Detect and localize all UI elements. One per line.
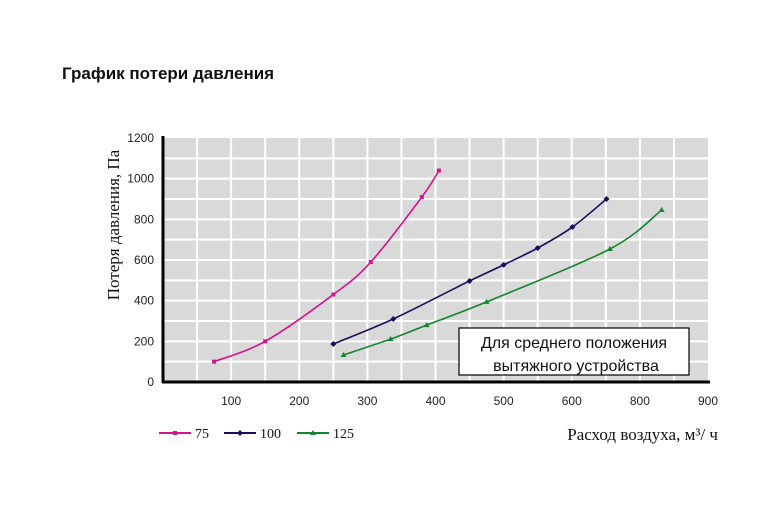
annotation-line-2: вытяжного устройства bbox=[493, 358, 659, 375]
legend-label: 75 bbox=[195, 427, 209, 442]
y-tick-label: 200 bbox=[134, 334, 154, 348]
x-tick-label: 200 bbox=[289, 394, 309, 408]
data-point bbox=[368, 260, 373, 265]
data-point bbox=[173, 431, 177, 435]
data-point bbox=[419, 194, 424, 199]
data-point bbox=[263, 339, 268, 344]
data-point bbox=[569, 224, 576, 231]
chart-title: График потери давления bbox=[62, 64, 275, 83]
data-point bbox=[390, 315, 397, 322]
y-tick-label: 1000 bbox=[127, 172, 154, 186]
data-point bbox=[436, 168, 441, 173]
data-point bbox=[466, 277, 473, 284]
y-tick-label: 800 bbox=[134, 212, 154, 226]
data-point bbox=[331, 292, 336, 297]
legend-label: 125 bbox=[333, 427, 354, 442]
data-point bbox=[310, 430, 316, 435]
x-tick-label: 600 bbox=[562, 394, 582, 408]
y-axis-label: Потеря давления, Па bbox=[104, 149, 123, 300]
data-point bbox=[658, 206, 665, 212]
x-tick-label: 100 bbox=[221, 394, 241, 408]
data-point bbox=[483, 298, 490, 304]
data-point bbox=[423, 322, 430, 328]
y-tick-label: 1200 bbox=[127, 131, 154, 145]
data-point bbox=[237, 430, 243, 436]
x-axis-label: Расход воздуха, м³/ ч bbox=[567, 425, 718, 444]
data-point bbox=[534, 245, 541, 252]
x-tick-label: 900 bbox=[698, 394, 718, 408]
annotation-box bbox=[458, 327, 690, 376]
data-point bbox=[340, 351, 347, 357]
annotation-line-1: Для среднего положения bbox=[481, 335, 667, 352]
y-tick-label: 600 bbox=[134, 253, 154, 267]
data-point bbox=[387, 336, 394, 342]
x-tick-label: 800 bbox=[630, 394, 650, 408]
y-tick-label: 0 bbox=[147, 375, 154, 389]
data-point bbox=[212, 359, 217, 364]
data-point bbox=[500, 261, 507, 268]
x-tick-label: 300 bbox=[357, 394, 377, 408]
legend-label: 100 bbox=[260, 427, 281, 442]
x-tick-label: 500 bbox=[494, 394, 514, 408]
data-point bbox=[603, 196, 610, 202]
data-point bbox=[330, 340, 337, 347]
x-tick-label: 400 bbox=[425, 394, 445, 408]
data-point bbox=[606, 246, 613, 252]
y-tick-label: 400 bbox=[134, 294, 154, 308]
